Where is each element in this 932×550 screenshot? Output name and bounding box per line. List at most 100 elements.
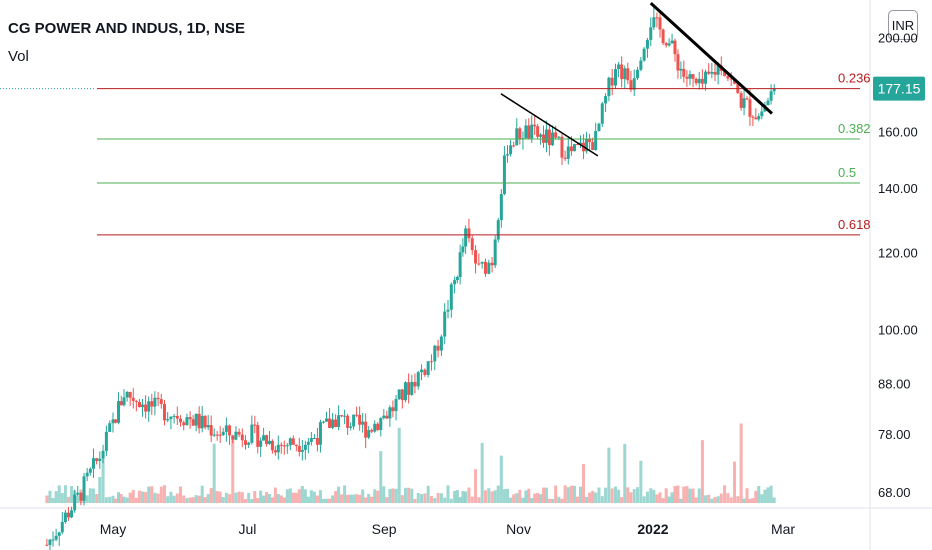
volume-bar — [215, 491, 219, 503]
candle-body — [682, 68, 686, 77]
volume-bar — [673, 486, 677, 503]
volume-bar — [382, 486, 386, 503]
volume-bar — [470, 496, 474, 503]
volume-bar — [309, 490, 313, 503]
volume-bar — [144, 492, 148, 503]
volume-bar — [318, 490, 322, 503]
candle-body — [594, 131, 598, 151]
volume-bar — [604, 487, 608, 503]
candle-body — [288, 438, 292, 446]
volume-bar — [410, 488, 414, 503]
volume-bar — [426, 485, 430, 503]
volume-bar — [597, 487, 601, 503]
candle-body — [82, 476, 86, 501]
volume-bar — [496, 485, 500, 503]
volume-bar — [439, 493, 443, 503]
candle-body — [397, 389, 401, 400]
candle-body — [470, 238, 474, 251]
volume-bar — [182, 495, 186, 503]
currency-badge[interactable]: INR — [888, 10, 918, 40]
volume-bar — [682, 486, 686, 503]
volume-bar — [670, 492, 674, 503]
candle-body — [253, 424, 257, 426]
candle-body — [496, 220, 500, 240]
volume-bar — [745, 488, 749, 503]
candle-body — [346, 415, 350, 428]
volume-bar — [340, 494, 344, 503]
y-tick-label: 140.00 — [878, 181, 918, 196]
volume-bar — [726, 493, 730, 503]
volume-bar — [723, 485, 727, 503]
volume-bar — [416, 492, 420, 503]
candle-body — [334, 419, 338, 427]
volume-bar — [487, 488, 491, 503]
candle-body — [285, 445, 289, 447]
x-tick-label: 2022 — [637, 521, 668, 537]
candle-body — [209, 425, 213, 436]
volume-bar — [159, 486, 163, 503]
volume-bar — [379, 451, 383, 503]
candle-body — [661, 29, 665, 44]
volume-bar — [303, 489, 307, 503]
volume-bar — [394, 488, 398, 503]
volume-bar — [626, 487, 630, 503]
candle-body — [104, 431, 108, 451]
volume-bar — [321, 498, 325, 503]
candle-body — [250, 424, 254, 443]
candle-body — [373, 423, 377, 432]
volume-bar — [265, 492, 269, 503]
volume-bar — [467, 487, 471, 503]
volume-bar — [231, 439, 235, 503]
x-tick-label: Sep — [372, 521, 397, 537]
volume-bar — [710, 498, 714, 503]
fib-level-label: 0.5 — [838, 165, 856, 180]
volume-bar — [397, 427, 401, 503]
candle-body — [766, 100, 770, 106]
volume-bar — [156, 493, 160, 503]
volume-bar — [551, 498, 555, 503]
volume-bar — [757, 485, 761, 503]
candle-body — [748, 99, 752, 117]
candle-body — [45, 544, 49, 546]
volume-bar — [85, 495, 89, 503]
volume-bar — [575, 496, 579, 503]
volume-bar — [557, 496, 561, 503]
candle-body — [76, 492, 80, 495]
candle-body — [391, 407, 395, 412]
volume-bar — [588, 492, 592, 503]
volume-bar — [704, 495, 708, 503]
candle-body — [420, 369, 424, 373]
volume-bar — [331, 495, 335, 503]
volume-bar — [197, 495, 201, 503]
volume-bar — [256, 498, 260, 503]
candle-body — [413, 381, 417, 387]
candle-body — [591, 142, 595, 151]
volume-bar — [51, 497, 55, 503]
volume-bar — [185, 498, 189, 503]
candle-body — [48, 539, 52, 545]
volume-bar — [306, 496, 310, 503]
candle-body — [509, 145, 513, 155]
volume-bar — [391, 488, 395, 503]
volume-bar — [88, 488, 92, 503]
volume-bar — [509, 497, 513, 503]
volume-bar — [150, 486, 154, 503]
candle-body — [742, 98, 746, 108]
candle-body — [358, 414, 362, 425]
candle-body — [745, 98, 749, 100]
candle-body — [726, 76, 730, 79]
volume-bar — [234, 492, 238, 503]
volume-bar — [636, 487, 640, 503]
candle-body — [645, 39, 649, 49]
candle-body — [707, 71, 711, 74]
volume-bar — [506, 488, 510, 503]
candle-body — [303, 444, 307, 450]
volume-bar — [700, 440, 704, 503]
candle-body — [137, 401, 141, 408]
volume-bar — [240, 492, 244, 503]
volume-bar — [179, 486, 183, 503]
volume-bar — [224, 492, 228, 503]
y-tick-label: 200.00 — [878, 31, 918, 46]
candle-body — [185, 417, 189, 426]
